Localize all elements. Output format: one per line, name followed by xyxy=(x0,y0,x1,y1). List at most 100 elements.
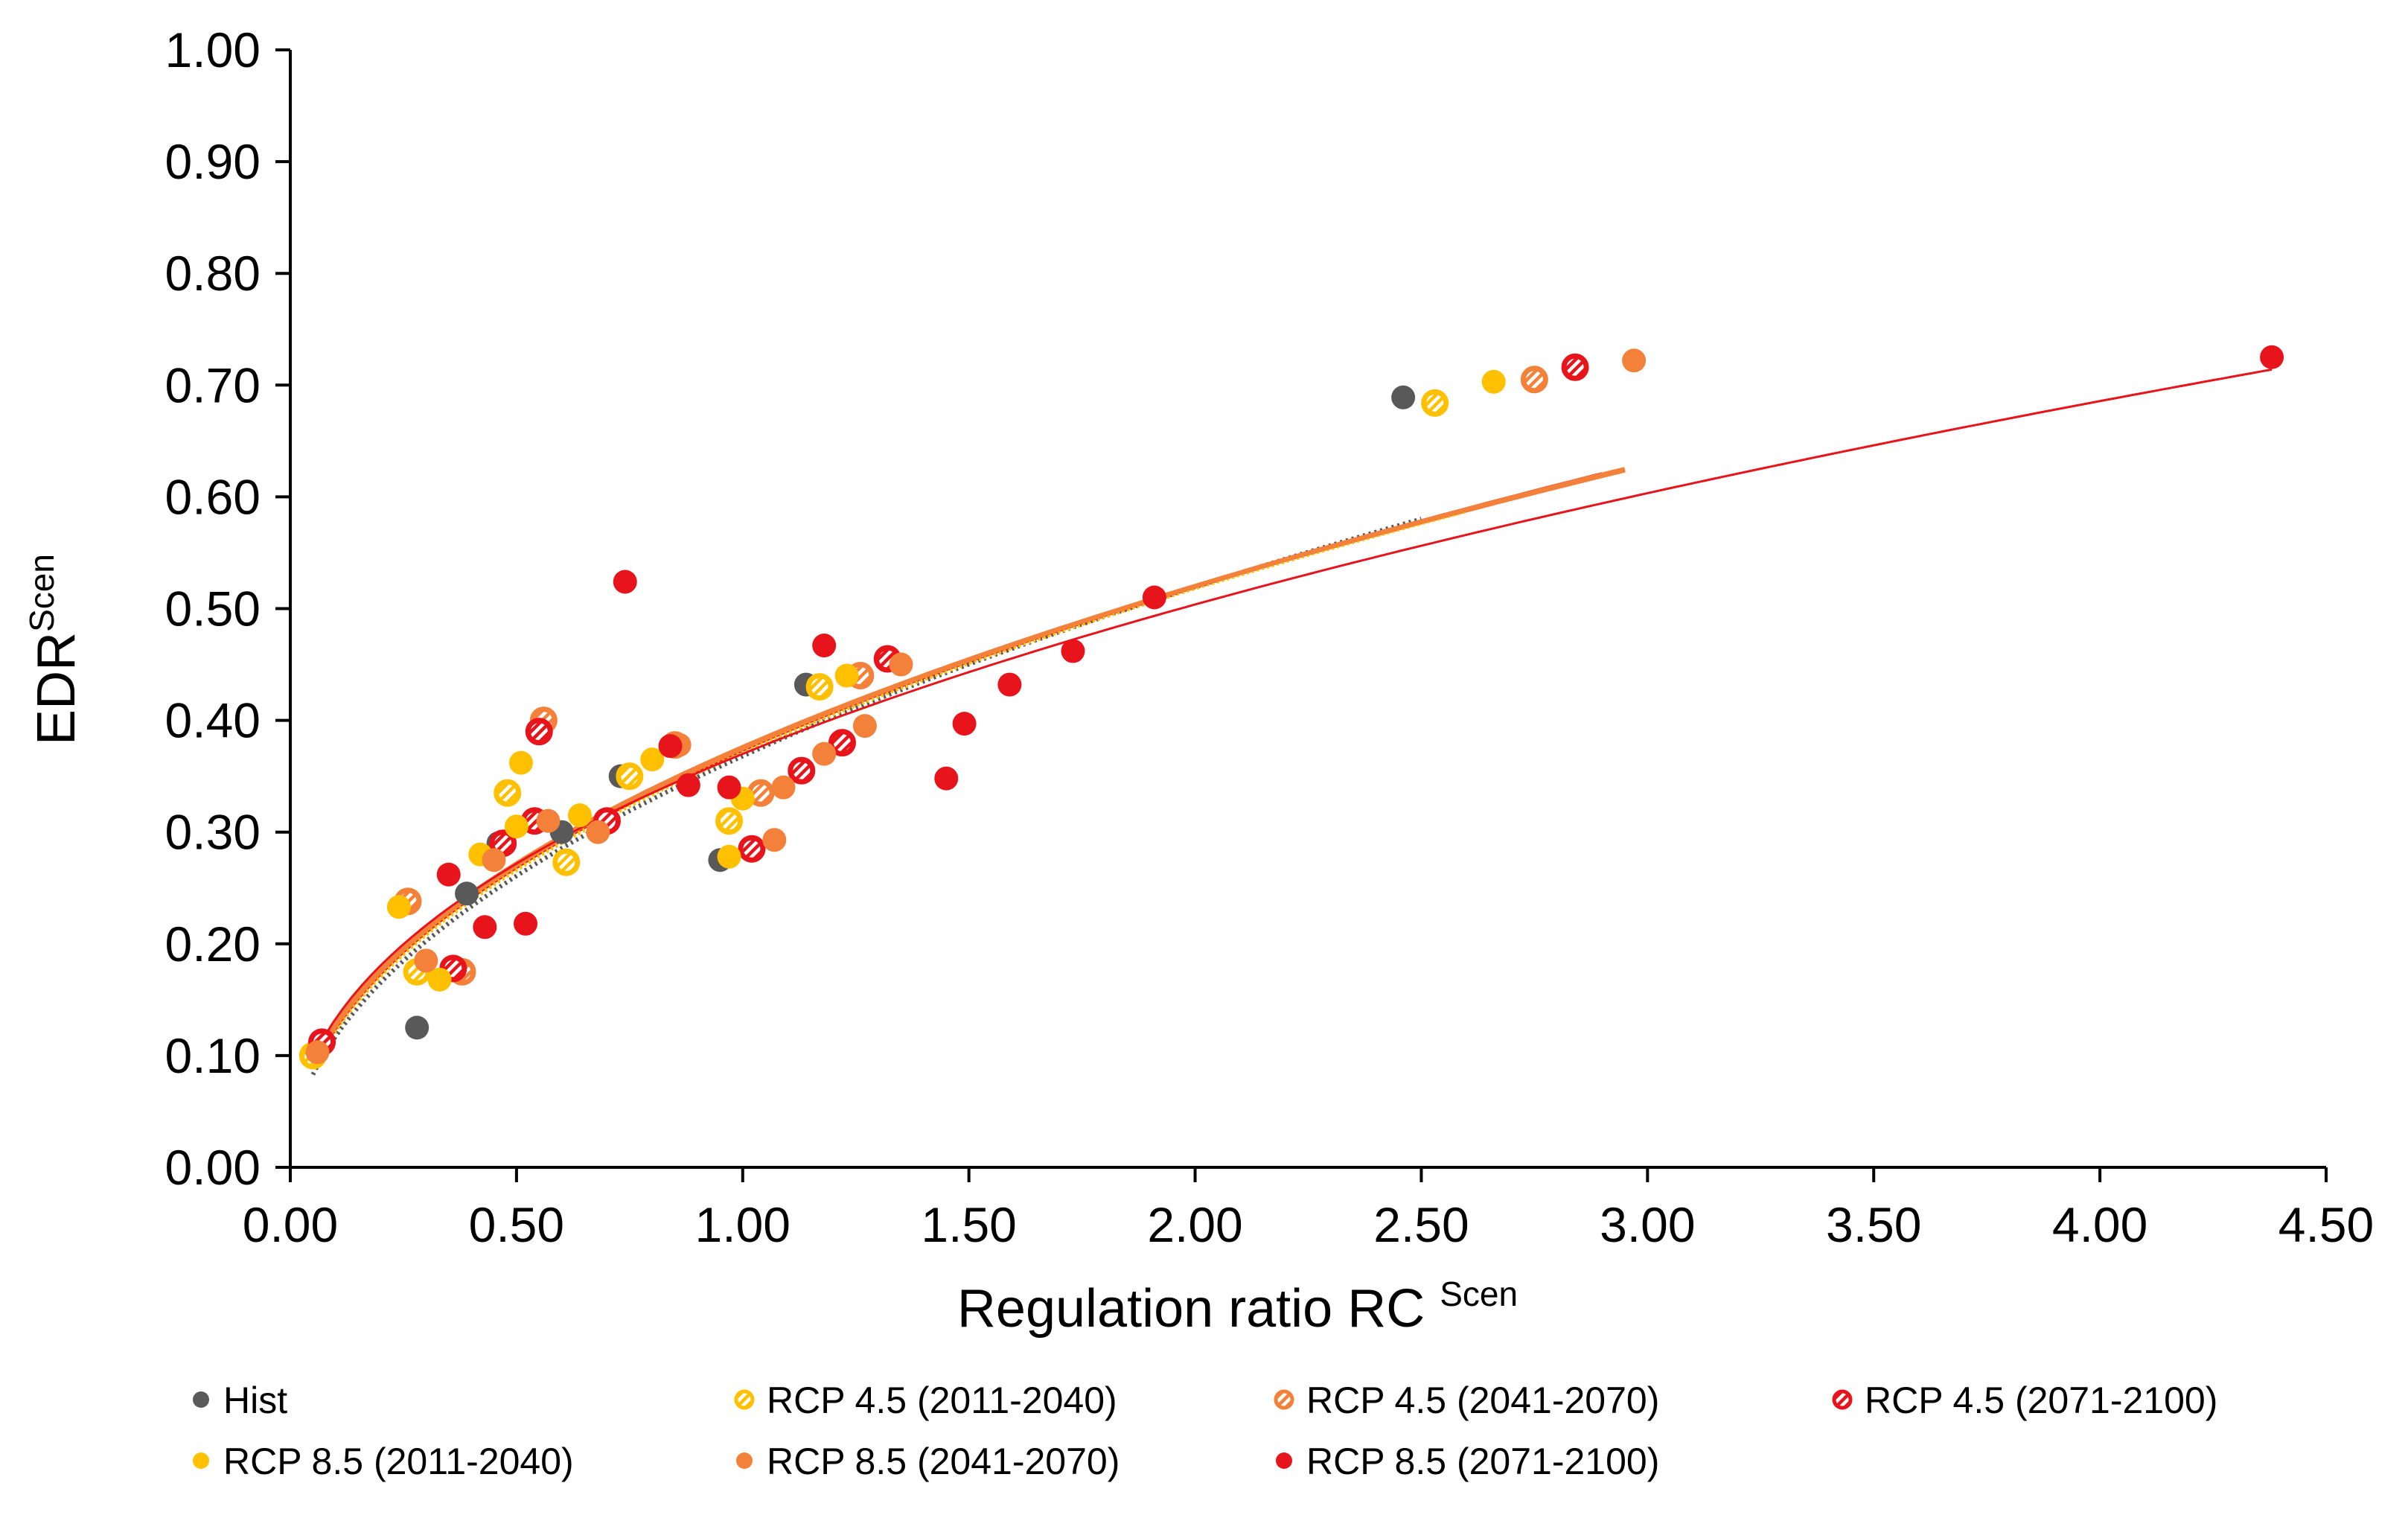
y-tick-label: 0.80 xyxy=(165,246,261,301)
y-tick-label: 0.50 xyxy=(165,581,261,637)
series-rcp-4-5-2071-2100 xyxy=(308,353,1589,1056)
x-tick-label: 4.50 xyxy=(2278,1197,2374,1252)
data-point xyxy=(508,750,533,775)
data-point xyxy=(552,848,581,876)
trendline-rcp-4-5-2011-2040 xyxy=(310,519,1422,1070)
series-rcp-8-5-2011-2040 xyxy=(386,369,1506,992)
legend-marker xyxy=(1276,1452,1292,1469)
data-point xyxy=(305,1040,330,1065)
legend-label: RCP 4.5 (2071-2100) xyxy=(1865,1380,2217,1421)
legend-label: RCP 4.5 (2041-2070) xyxy=(1306,1380,1659,1421)
data-point xyxy=(812,741,837,766)
legend-marker xyxy=(1832,1389,1853,1410)
x-tick-label: 3.50 xyxy=(1826,1197,1921,1252)
data-point xyxy=(536,808,561,833)
x-tick-label: 1.50 xyxy=(921,1197,1016,1252)
legend-label: RCP 8.5 (2011-2040) xyxy=(223,1441,574,1482)
data-point xyxy=(828,729,856,757)
series-rcp-8-5-2041-2070 xyxy=(305,348,1647,1065)
legend-label: RCP 8.5 (2041-2070) xyxy=(767,1441,1120,1482)
x-tick-label: 3.00 xyxy=(1600,1197,1695,1252)
y-tick-label: 0.90 xyxy=(165,134,261,189)
data-point xyxy=(386,895,411,919)
legend-item-rcp-8-5-2071-2100: RCP 8.5 (2071-2100) xyxy=(1276,1441,1659,1482)
data-point xyxy=(567,803,592,828)
data-point xyxy=(504,814,528,839)
legend-item-hist: Hist xyxy=(193,1380,287,1421)
data-point xyxy=(852,714,877,739)
data-point xyxy=(834,663,859,688)
legend-label: Hist xyxy=(223,1380,287,1421)
data-point xyxy=(494,779,522,807)
data-point xyxy=(997,672,1022,697)
data-point xyxy=(473,915,497,940)
trendline-rcp-8-5-2041-2070 xyxy=(310,467,1626,1067)
series-rcp-4-5-2041-2070 xyxy=(394,366,1548,986)
legend-item-rcp-4-5-2071-2100: RCP 4.5 (2071-2100) xyxy=(1832,1380,2217,1421)
legend-label: RCP 8.5 (2071-2100) xyxy=(1306,1441,1659,1482)
y-axis-title: EDRScen xyxy=(22,554,86,745)
y-tick-label: 0.10 xyxy=(165,1028,261,1083)
data-point xyxy=(676,773,700,797)
data-point xyxy=(405,1015,429,1040)
x-tick-label: 0.00 xyxy=(243,1197,338,1252)
data-point xyxy=(1481,369,1506,394)
data-point xyxy=(1142,585,1166,610)
legend-marker xyxy=(1274,1389,1294,1410)
y-tick-label: 0.30 xyxy=(165,805,261,860)
legend-label: RCP 4.5 (2011-2040) xyxy=(767,1380,1117,1421)
y-tick-label: 0.40 xyxy=(165,693,261,748)
legend-item-rcp-4-5-2011-2040: RCP 4.5 (2011-2040) xyxy=(734,1380,1117,1421)
data-point xyxy=(812,634,837,658)
legend-marker xyxy=(734,1389,755,1410)
axes: 0.00 0.10 0.20 0.30 0.40 0.50 0.60 0.70 0.80 0.90… xyxy=(22,22,2374,1339)
data-point xyxy=(1520,366,1548,394)
legend-item-rcp-8-5-2041-2070: RCP 8.5 (2041-2070) xyxy=(736,1441,1120,1482)
legend-item-rcp-4-5-2041-2070: RCP 4.5 (2041-2070) xyxy=(1274,1380,1659,1421)
data-point xyxy=(482,848,506,873)
trendline-rcp-8-5-2011-2040 xyxy=(310,508,1468,1069)
series-hist xyxy=(405,385,1416,1040)
legend-item-rcp-8-5-2011-2040: RCP 8.5 (2011-2040) xyxy=(193,1441,574,1482)
data-point xyxy=(514,911,538,936)
data-point xyxy=(616,762,644,791)
trendline-rcp-4-5-2071-2100 xyxy=(310,472,1603,1068)
x-tick-label: 2.00 xyxy=(1147,1197,1242,1252)
data-point xyxy=(525,718,553,746)
data-point xyxy=(738,835,766,863)
data-point xyxy=(2260,345,2284,369)
trendline-hist xyxy=(310,517,1422,1076)
series-rcp-8-5-2071-2100 xyxy=(436,345,2284,940)
data-point xyxy=(1391,385,1416,409)
x-tick-label: 1.00 xyxy=(695,1197,791,1252)
x-axis-title: Regulation ratio RC Scen xyxy=(957,1275,1518,1339)
data-point xyxy=(455,881,479,906)
y-tick-label: 0.60 xyxy=(165,469,261,524)
trendline-rcp-4-5-2041-2070 xyxy=(310,468,1626,1065)
x-tick-label: 0.50 xyxy=(469,1197,564,1252)
data-point xyxy=(1421,389,1449,417)
data-point xyxy=(640,747,665,772)
plot-area xyxy=(298,345,2284,1076)
x-tick-label: 4.00 xyxy=(2052,1197,2147,1252)
data-point xyxy=(427,967,452,992)
y-tick-label: 0.20 xyxy=(165,916,261,972)
y-tick-label: 0.00 xyxy=(165,1140,261,1195)
data-point xyxy=(1561,353,1589,381)
data-point xyxy=(717,844,741,869)
trendline-rcp-8-5-2071-2100 xyxy=(312,368,2273,1059)
data-point xyxy=(952,712,977,736)
data-point xyxy=(762,828,787,852)
data-point xyxy=(658,734,683,759)
data-point xyxy=(889,652,913,677)
data-point xyxy=(715,807,744,835)
legend-marker xyxy=(193,1452,209,1469)
data-point xyxy=(1622,348,1647,373)
data-point xyxy=(934,766,959,791)
data-point xyxy=(805,673,834,701)
data-point xyxy=(613,570,637,594)
y-tick-label: 1.00 xyxy=(165,22,261,77)
y-tick-label: 0.70 xyxy=(165,357,261,412)
data-point xyxy=(1061,639,1085,663)
